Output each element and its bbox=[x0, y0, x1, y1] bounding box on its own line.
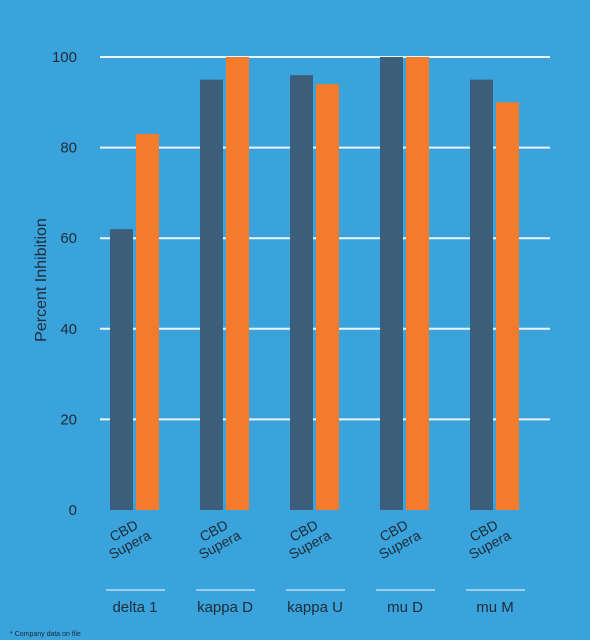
bar-cbd-2 bbox=[290, 75, 313, 511]
y-tick-label: 100 bbox=[52, 49, 77, 66]
group-labels: delta 1 kappa D kappa U mu D mu M bbox=[106, 589, 525, 616]
y-tick-label: 80 bbox=[60, 140, 77, 157]
bar-cbd-0 bbox=[110, 229, 133, 510]
bar-supera-1 bbox=[226, 57, 249, 510]
bars bbox=[110, 57, 519, 511]
bar-supera-4 bbox=[496, 102, 519, 511]
y-tick-label: 60 bbox=[60, 230, 77, 247]
group-label: mu M bbox=[476, 599, 514, 616]
y-tick-label: 40 bbox=[60, 321, 77, 338]
y-tick-label: 0 bbox=[69, 502, 77, 519]
footnote: * Company data on file bbox=[10, 631, 81, 638]
group-label: delta 1 bbox=[112, 599, 157, 616]
bar-cbd-4 bbox=[470, 79, 493, 511]
group-label: kappa D bbox=[197, 599, 253, 616]
bar-supera-2 bbox=[316, 84, 339, 511]
group-label: kappa U bbox=[287, 599, 343, 616]
bar-supera-3 bbox=[406, 57, 429, 510]
y-axis-label: Percent Inhibition bbox=[33, 218, 50, 342]
group-label: mu D bbox=[387, 599, 423, 616]
bar-cbd-1 bbox=[200, 79, 223, 511]
bar-cbd-3 bbox=[380, 57, 403, 510]
y-tick-label: 20 bbox=[60, 411, 77, 428]
bar-supera-0 bbox=[136, 134, 159, 510]
y-axis-ticks: 0 20 40 60 80 100 bbox=[52, 49, 77, 519]
